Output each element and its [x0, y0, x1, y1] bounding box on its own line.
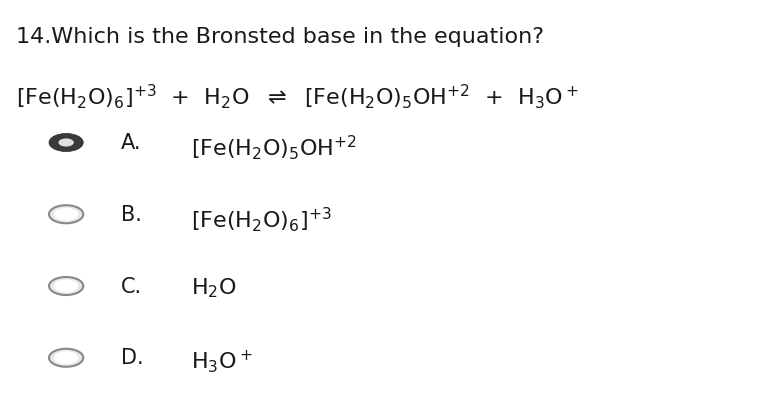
Circle shape: [54, 351, 79, 364]
Text: D.: D.: [121, 348, 143, 368]
Text: $[\mathrm{Fe(H_2O)_5OH}^{+2}$: $[\mathrm{Fe(H_2O)_5OH}^{+2}$: [191, 133, 356, 162]
Circle shape: [49, 134, 83, 152]
Circle shape: [58, 139, 74, 147]
Text: C.: C.: [121, 276, 142, 296]
Text: $\mathrm{H_3O^+}$: $\mathrm{H_3O^+}$: [191, 348, 252, 375]
Circle shape: [49, 206, 83, 224]
Text: $\mathrm{H_2O}$: $\mathrm{H_2O}$: [191, 276, 237, 300]
Circle shape: [49, 349, 83, 367]
Circle shape: [49, 277, 83, 295]
Text: B.: B.: [121, 204, 142, 225]
Text: A.: A.: [121, 133, 141, 153]
Circle shape: [54, 208, 79, 221]
Text: $[\mathrm{Fe(H_2O)_6}]^{+3}$: $[\mathrm{Fe(H_2O)_6}]^{+3}$: [191, 204, 331, 233]
Text: 14.Which is the Bronsted base in the equation?: 14.Which is the Bronsted base in the equ…: [16, 27, 544, 47]
Text: $[\mathrm{Fe(H_2O)_6}]^{+3}$  $+$  $\mathrm{H_2O}$  $\rightleftharpoons$  $[\mat: $[\mathrm{Fe(H_2O)_6}]^{+3}$ $+$ $\mathr…: [16, 82, 579, 110]
Circle shape: [54, 280, 79, 293]
